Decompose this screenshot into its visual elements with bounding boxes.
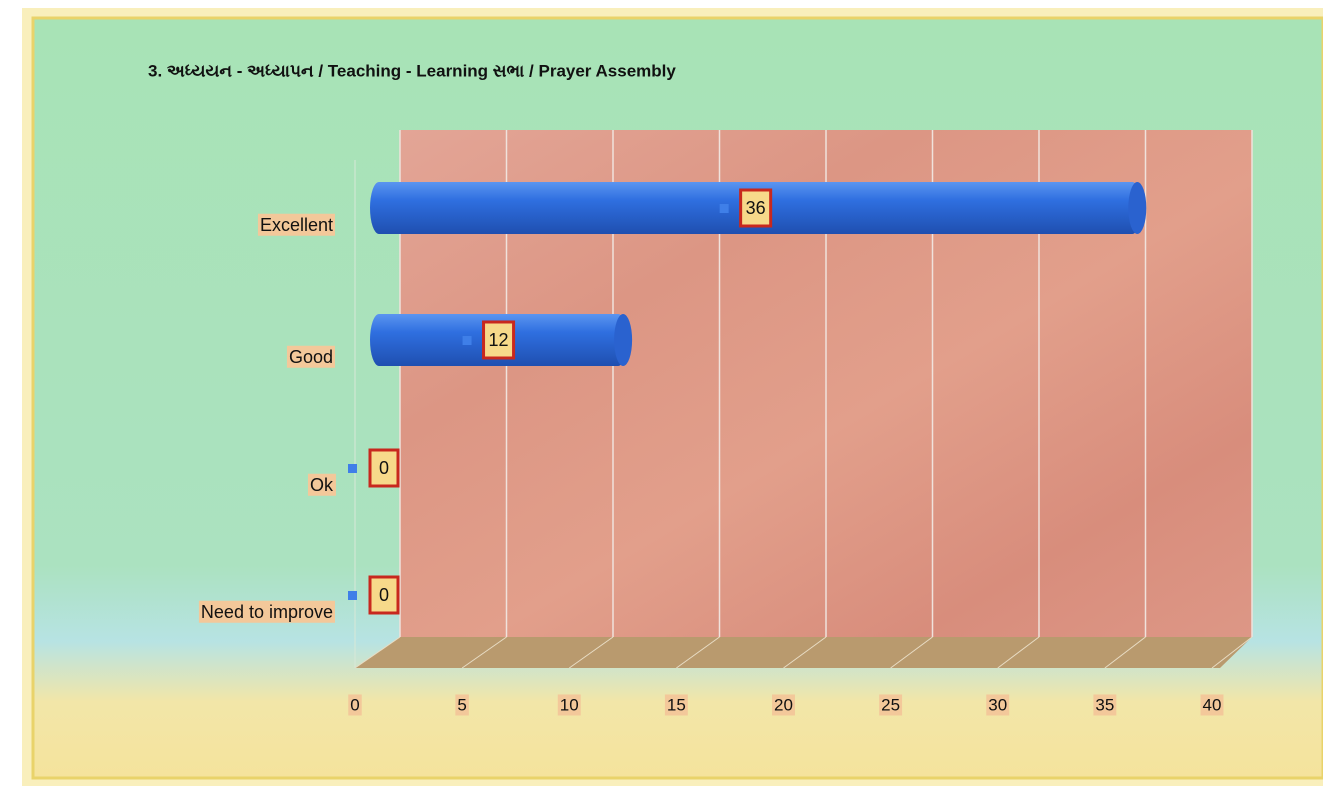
value-label: 12 bbox=[489, 330, 509, 350]
value-label-key bbox=[348, 464, 357, 473]
value-label-box bbox=[482, 320, 516, 360]
floor-grid-line bbox=[997, 636, 1040, 669]
x-tick-label: 15 bbox=[667, 695, 686, 714]
x-tick-label-bg bbox=[772, 694, 795, 716]
floor-grid-line bbox=[676, 636, 720, 669]
bar-end bbox=[1128, 182, 1147, 234]
value-label: 0 bbox=[379, 585, 389, 605]
y-tick-label: Need to improve bbox=[201, 602, 333, 622]
value-label-box bbox=[368, 448, 400, 488]
x-tick-label-bg bbox=[986, 694, 1010, 716]
value-label-box bbox=[739, 188, 773, 228]
x-tick-label: 35 bbox=[1095, 695, 1114, 714]
x-tick-label-bg bbox=[664, 694, 688, 716]
y-tick-label-bg bbox=[286, 345, 335, 368]
y-tick-label: Ok bbox=[310, 475, 334, 495]
x-tick-label-bg bbox=[1200, 694, 1224, 716]
floor-grid-line bbox=[568, 636, 614, 669]
floor-grid-line bbox=[890, 636, 933, 669]
floor-grid-line bbox=[461, 636, 507, 669]
x-tick-label: 0 bbox=[350, 695, 359, 714]
floor-grid-line bbox=[783, 636, 827, 669]
x-tick-label: 25 bbox=[881, 695, 900, 714]
y-tick-label-bg bbox=[257, 213, 335, 236]
x-tick-label: 30 bbox=[988, 695, 1007, 714]
value-label-key bbox=[462, 336, 472, 345]
y-tick-label-bg bbox=[307, 473, 336, 496]
x-tick-label: 5 bbox=[457, 695, 466, 714]
y-tick-label: Excellent bbox=[260, 215, 333, 235]
x-tick-label-bg bbox=[557, 694, 581, 716]
value-label-key bbox=[719, 204, 729, 213]
value-label-box bbox=[368, 575, 400, 615]
bar-end bbox=[614, 314, 633, 366]
x-tick-label: 40 bbox=[1203, 695, 1222, 714]
x-tick-label-bg bbox=[879, 694, 903, 716]
y-tick-label: Good bbox=[289, 347, 333, 367]
value-label: 36 bbox=[746, 198, 766, 218]
y-tick-label-bg bbox=[198, 600, 335, 623]
x-tick-label-bg bbox=[455, 694, 469, 716]
value-label: 0 bbox=[379, 458, 389, 478]
x-tick-label-bg bbox=[1093, 694, 1117, 716]
floor-grid-line bbox=[1211, 636, 1253, 669]
floor-grid-line bbox=[354, 636, 401, 669]
chart-title: 3. અધ્યયન - અધ્યાપન / Teaching - Learnin… bbox=[148, 61, 676, 80]
x-tick-label-bg bbox=[348, 694, 362, 716]
floor-grid-line bbox=[1104, 636, 1146, 669]
plot-floor bbox=[355, 637, 1252, 668]
value-label-key bbox=[348, 591, 357, 600]
x-tick-label: 10 bbox=[560, 695, 579, 714]
x-tick-label: 20 bbox=[774, 695, 793, 714]
